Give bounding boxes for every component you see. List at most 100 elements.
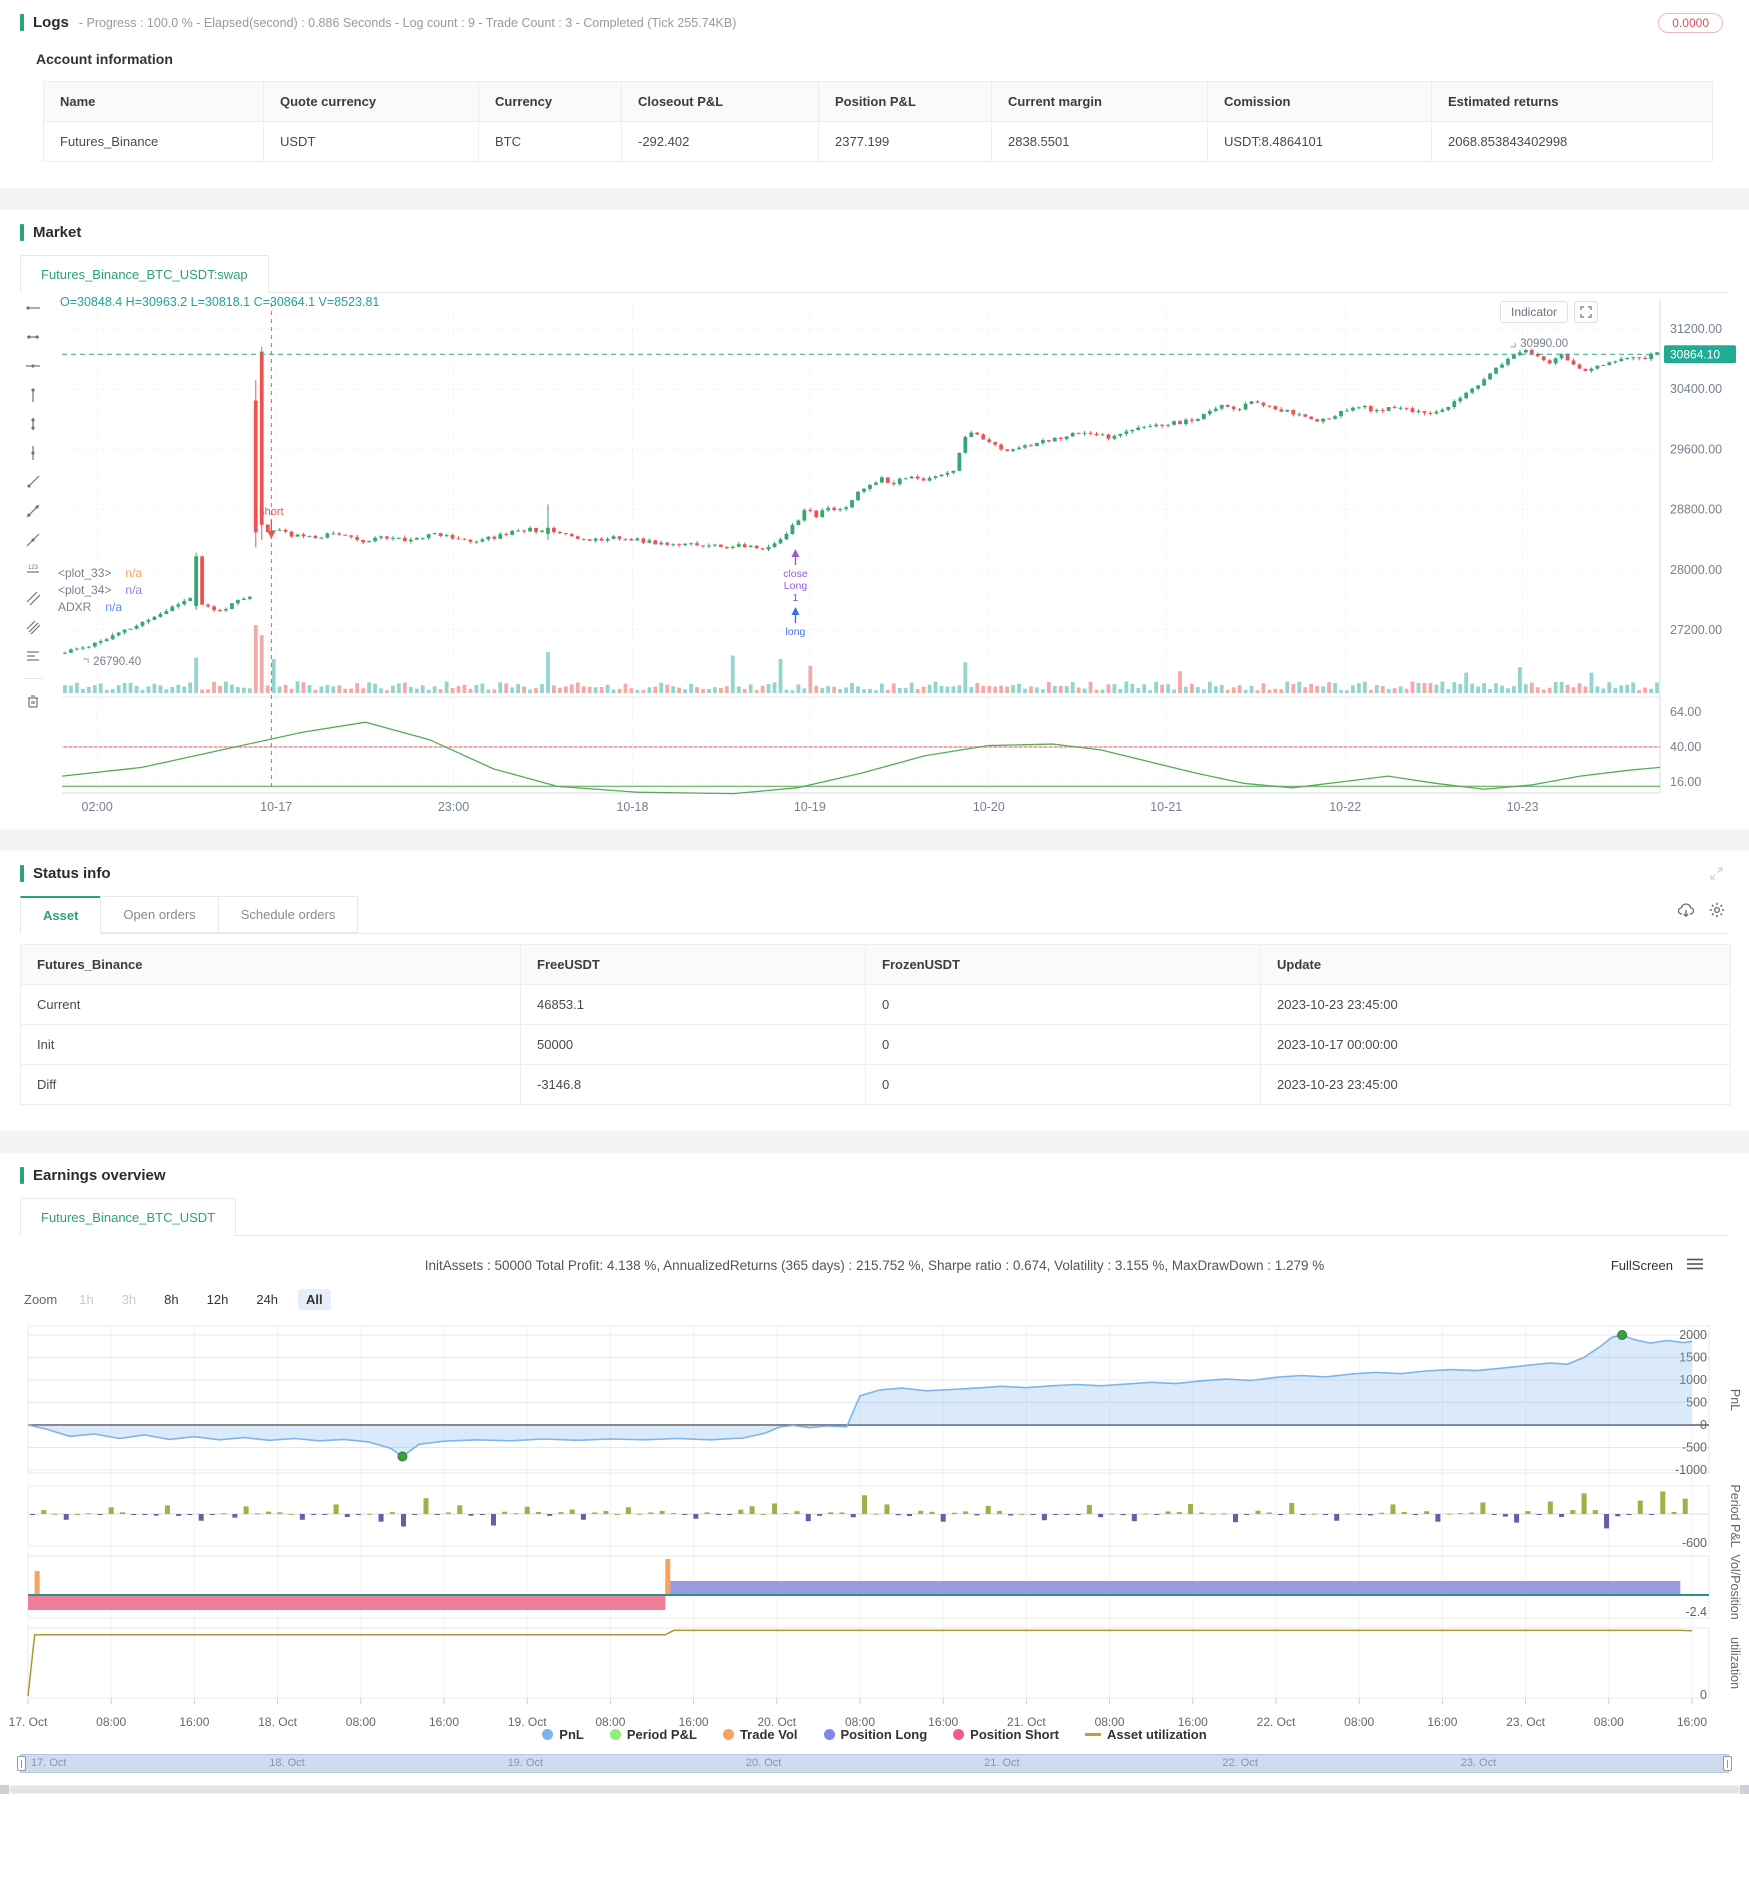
export-cloud-icon[interactable] — [1677, 902, 1695, 923]
status-row: Diff -3146.8 0 2023-10-23 23:45:00 — [20, 1064, 1731, 1105]
pnl-extreme-marker — [397, 1451, 408, 1462]
tool-vertical-line-icon[interactable] — [24, 444, 42, 462]
legend-item-position-short[interactable]: Position Short — [953, 1727, 1059, 1742]
account-column-header: Name — [43, 81, 264, 122]
scrollbar-left-nub[interactable] — [0, 1785, 9, 1794]
svg-text:1000: 1000 — [1679, 1373, 1707, 1387]
market-symbol-tab[interactable]: Futures_Binance_BTC_USDT:swap — [20, 255, 269, 293]
tool-price-channel-icon[interactable] — [24, 618, 42, 636]
x-axis-label: 16:00 — [428, 1715, 460, 1729]
tool-price-line-icon[interactable]: 123 — [24, 560, 42, 578]
indicator-button[interactable]: Indicator — [1500, 301, 1569, 323]
chart-expand-icon[interactable] — [1574, 301, 1599, 323]
pnl-area — [28, 1335, 1692, 1457]
status-cell: 2023-10-17 00:00:00 — [1260, 1024, 1731, 1065]
status-tab-asset[interactable]: Asset — [20, 896, 102, 934]
svg-text:27200.00: 27200.00 — [1670, 623, 1722, 637]
svg-text:PnL: PnL — [1728, 1389, 1742, 1411]
scrollbar-thumb[interactable] — [10, 1786, 1739, 1793]
account-column-header: Currency — [478, 81, 622, 122]
chart-drawing-toolbar: 123 — [18, 299, 48, 710]
status-column-header: FreeUSDT — [520, 944, 866, 985]
account-column-header: Estimated returns — [1431, 81, 1713, 122]
earnings-stats-text: InitAssets : 50000 Total Profit: 4.138 %… — [424, 1258, 1325, 1273]
x-axis-label: 20. Oct — [757, 1715, 797, 1729]
svg-text:10-23: 10-23 — [1507, 800, 1539, 814]
x-axis-label: 16:00 — [928, 1715, 959, 1729]
account-column-header: Closeout P&L — [621, 81, 819, 122]
status-expand-icon[interactable] — [1710, 867, 1723, 885]
tool-straight-line-icon[interactable] — [24, 531, 42, 549]
status-row: Current 46853.1 0 2023-10-23 23:45:00 — [20, 984, 1731, 1025]
zoom-button-all[interactable]: All — [298, 1289, 331, 1310]
account-cell: USDT — [263, 121, 479, 162]
legend-item-trade-vol[interactable]: Trade Vol — [722, 1727, 798, 1742]
last-price-badge — [1664, 345, 1736, 364]
zoom-button-8h[interactable]: 8h — [164, 1292, 179, 1307]
legend-item-position-long[interactable]: Position Long — [823, 1727, 927, 1742]
tool-segment-icon[interactable] — [24, 502, 42, 520]
status-row-label: Current — [20, 984, 521, 1025]
earnings-symbol-tab[interactable]: Futures_Binance_BTC_USDT — [20, 1198, 237, 1236]
tool-vertical-ray-icon[interactable] — [24, 386, 42, 404]
svg-text:123: 123 — [28, 565, 39, 571]
status-row: Init 50000 0 2023-10-17 00:00:00 — [20, 1024, 1731, 1065]
svg-text:-1000: -1000 — [1675, 1463, 1707, 1477]
horizontal-scrollbar[interactable] — [0, 1785, 1749, 1794]
status-cell: 0 — [865, 1064, 1261, 1105]
earnings-legend: PnL Period P&L Trade Vol Position Long Posit… — [0, 1727, 1749, 1742]
account-cell: 2377.199 — [818, 121, 992, 162]
section-accent-bar — [20, 14, 24, 31]
status-tab-open-orders[interactable]: Open orders — [100, 896, 219, 933]
svg-text:40.00: 40.00 — [1670, 740, 1701, 754]
earnings-tabbar: Futures_Binance_BTC_USDT — [20, 1198, 1729, 1236]
scrollbar-right-nub[interactable] — [1740, 1785, 1749, 1794]
status-cell: 0 — [865, 984, 1261, 1025]
status-tab-schedule-orders[interactable]: Schedule orders — [217, 896, 359, 933]
tool-horizontal-segment-icon[interactable] — [24, 328, 42, 346]
status-cell: -3146.8 — [520, 1064, 866, 1105]
tool-fibonacci-icon[interactable] — [24, 647, 42, 665]
chart-menu-icon[interactable] — [1687, 1258, 1703, 1273]
status-header: Status info — [0, 851, 1749, 882]
tool-horizontal-ray-icon[interactable] — [24, 299, 42, 317]
legend-item-period-p-l[interactable]: Period P&L — [609, 1727, 697, 1742]
zoom-button-24h[interactable]: 24h — [256, 1292, 279, 1307]
svg-text:Vol/Position: Vol/Position — [1728, 1554, 1742, 1619]
x-axis-label: 16:00 — [1676, 1715, 1708, 1729]
svg-text:10-17: 10-17 — [260, 800, 292, 814]
status-row-label: Diff — [20, 1064, 521, 1105]
x-axis-label: 08:00 — [345, 1715, 376, 1729]
svg-text:-600: -600 — [1682, 1536, 1707, 1550]
navigator-date-label: 23. Oct — [1460, 1757, 1497, 1769]
svg-text:-2.4: -2.4 — [1685, 1605, 1707, 1619]
account-column-header: Comission — [1207, 81, 1432, 122]
earnings-chart-canvas[interactable]: 2000 1500 1000 500 0 -500 -1000 -600 -2.4 0 PnL Per… — [20, 1318, 1749, 1713]
status-cell: 50000 — [520, 1024, 866, 1065]
pnl-extreme-marker — [1617, 1330, 1628, 1340]
earnings-header: Earnings overview — [0, 1153, 1749, 1184]
svg-text:500: 500 — [1686, 1396, 1707, 1410]
candlestick-canvas[interactable]: 31200.00 30400.00 29600.00 28800.00 28000.00… — [52, 293, 1749, 825]
tool-trash-icon[interactable] — [24, 692, 42, 710]
logs-status-badge: 0.0000 — [1658, 13, 1723, 33]
navigator-right-handle[interactable] — [1723, 1756, 1732, 1771]
navigator-left-handle[interactable] — [17, 1756, 26, 1771]
settings-gear-icon[interactable] — [1709, 902, 1725, 923]
logs-header: Logs - Progress : 100.0 % - Elapsed(seco… — [0, 0, 1749, 33]
fullscreen-button[interactable]: FullScreen — [1610, 1258, 1673, 1273]
status-column-header: Futures_Binance — [20, 944, 521, 985]
range-navigator[interactable]: 17. Oct 18. Oct 19. Oct 20. Oct 21. Oct 22. O… — [17, 1754, 1732, 1773]
account-cell: 2838.5501 — [991, 121, 1208, 162]
zoom-button-12h[interactable]: 12h — [206, 1292, 229, 1307]
tool-vertical-segment-icon[interactable] — [24, 415, 42, 433]
svg-text:Period P&L: Period P&L — [1728, 1484, 1742, 1547]
candlestick-chart[interactable]: 123 O=30848.4 H=30963.2 L=30818.1 C=3086… — [0, 293, 1749, 829]
tool-parallel-line-icon[interactable] — [24, 589, 42, 607]
tool-horizontal-line-icon[interactable] — [24, 357, 42, 375]
legend-item-asset-utilization[interactable]: Asset utilization — [1085, 1727, 1207, 1742]
logs-progress-meta: - Progress : 100.0 % - Elapsed(second) :… — [78, 15, 737, 30]
tool-ray-icon[interactable] — [24, 473, 42, 491]
status-column-header: FrozenUSDT — [865, 944, 1261, 985]
legend-item-pnl[interactable]: PnL — [542, 1727, 584, 1742]
